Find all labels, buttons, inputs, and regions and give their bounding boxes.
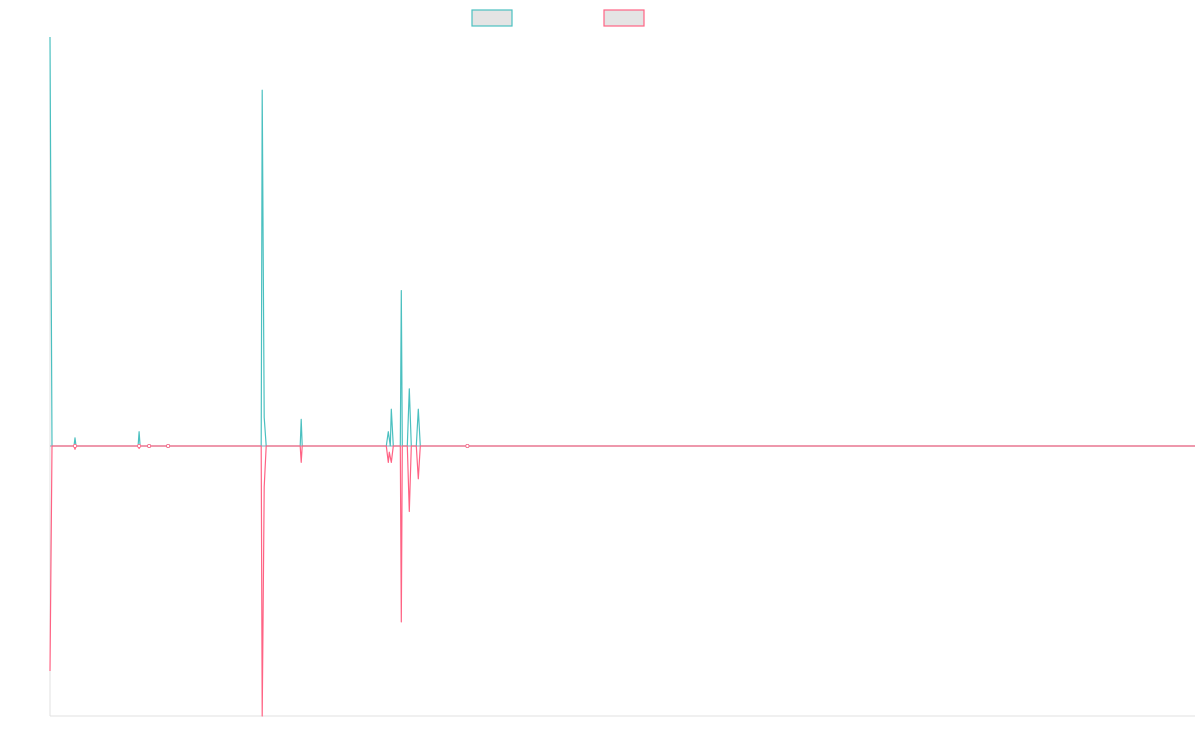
legend-swatch-1[interactable] xyxy=(471,9,513,27)
series-2-point-6 xyxy=(137,443,142,448)
series-2-point-36 xyxy=(465,443,470,448)
series-2-point-9 xyxy=(147,443,152,448)
legend[interactable] xyxy=(471,9,645,27)
series-line-1 xyxy=(49,36,1195,447)
series-2-point-12 xyxy=(166,443,171,448)
legend-swatch-2[interactable] xyxy=(603,9,645,27)
series-line-2 xyxy=(49,445,1195,717)
series-2-point-3 xyxy=(73,443,78,448)
series-layer xyxy=(49,36,1195,717)
